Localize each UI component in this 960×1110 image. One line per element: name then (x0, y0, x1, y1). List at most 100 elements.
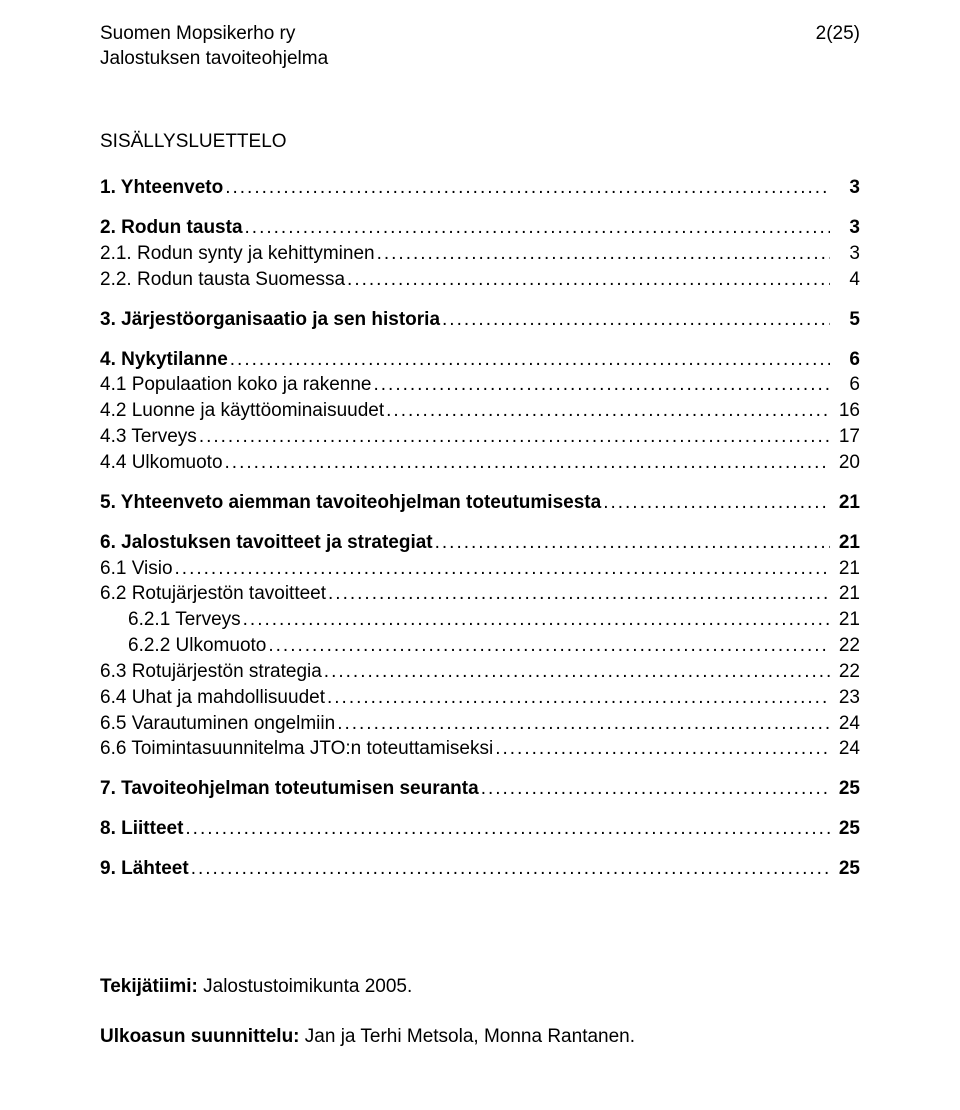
toc-page: 25 (832, 858, 860, 880)
toc-leader (435, 532, 830, 554)
header-subtitle: Jalostuksen tavoiteohjelma (100, 47, 328, 72)
toc-leader (347, 269, 830, 291)
document-page: Suomen Mopsikerho ry 2(25) Jalostuksen t… (0, 0, 960, 1110)
toc-label: 4. Nykytilanne (100, 349, 228, 371)
credits-design-value: Jan ja Terhi Metsola, Monna Rantanen. (300, 1026, 636, 1047)
credits-design: Ulkoasun suunnittelu: Jan ja Terhi Metso… (100, 1020, 860, 1054)
toc-label: 6.3 Rotujärjestön strategia (100, 661, 322, 683)
toc-page: 3 (832, 177, 860, 199)
toc-row: 5. Yhteenveto aiemman tavoiteohjelman to… (100, 492, 860, 514)
toc-label: 6.2.2 Ulkomuoto (128, 635, 266, 657)
toc-label: 1. Yhteenveto (100, 177, 223, 199)
toc-row: 2.2. Rodun tausta Suomessa 4 (100, 269, 860, 291)
toc-row: 4.2 Luonne ja käyttöominaisuudet 16 (100, 400, 860, 422)
toc-row: 7. Tavoiteohjelman toteutumisen seuranta… (100, 778, 860, 800)
toc-row: 8. Liitteet25 (100, 818, 860, 840)
toc-leader (191, 858, 830, 880)
toc-label: 2.1. Rodun synty ja kehittyminen (100, 243, 375, 265)
toc-label: 5. Yhteenveto aiemman tavoiteohjelman to… (100, 492, 601, 514)
toc-page: 21 (832, 583, 860, 605)
toc-leader (328, 583, 830, 605)
toc-page: 21 (832, 492, 860, 514)
toc-label: 4.4 Ulkomuoto (100, 452, 223, 474)
toc-leader (185, 818, 830, 840)
toc-page: 23 (832, 687, 860, 709)
toc-leader (225, 177, 830, 199)
toc-page: 21 (832, 532, 860, 554)
toc-label: 6.4 Uhat ja mahdollisuudet (100, 687, 325, 709)
toc-gap (100, 518, 860, 532)
toc-row: 6.6 Toimintasuunnitelma JTO:n toteuttami… (100, 738, 860, 760)
toc-page: 25 (832, 818, 860, 840)
toc-page: 6 (832, 374, 860, 396)
toc-row: 6.2.1 Terveys21 (100, 609, 860, 631)
toc-heading: SISÄLLYSLUETTELO (100, 131, 860, 153)
toc-leader (337, 713, 830, 735)
toc-leader (603, 492, 830, 514)
toc-leader (373, 374, 830, 396)
toc-page: 3 (832, 243, 860, 265)
toc-leader (377, 243, 830, 265)
toc-row: 6.2.2 Ulkomuoto22 (100, 635, 860, 657)
toc-row: 4. Nykytilanne 6 (100, 349, 860, 371)
toc-leader (442, 309, 830, 331)
toc-label: 6.2 Rotujärjestön tavoitteet (100, 583, 326, 605)
toc-row: 1. Yhteenveto 3 (100, 177, 860, 199)
toc-page: 22 (832, 661, 860, 683)
toc-label: 4.1 Populaation koko ja rakenne (100, 374, 371, 396)
toc-row: 2. Rodun tausta 3 (100, 217, 860, 239)
toc-leader (243, 609, 830, 631)
toc-row: 6.1 Visio21 (100, 558, 860, 580)
table-of-contents: 1. Yhteenveto32. Rodun tausta32.1. Rodun… (100, 177, 860, 879)
toc-row: 2.1. Rodun synty ja kehittyminen 3 (100, 243, 860, 265)
toc-page: 24 (832, 713, 860, 735)
toc-leader (327, 687, 830, 709)
credits-team: Tekijätiimi: Jalostustoimikunta 2005. (100, 970, 860, 1004)
toc-leader (386, 400, 830, 422)
toc-label: 3. Järjestöorganisaatio ja sen historia (100, 309, 440, 331)
toc-label: 6.1 Visio (100, 558, 173, 580)
toc-page: 6 (832, 349, 860, 371)
toc-gap (100, 295, 860, 309)
toc-label: 6.2.1 Terveys (128, 609, 241, 631)
toc-label: 2. Rodun tausta (100, 217, 243, 239)
toc-label: 6.5 Varautuminen ongelmiin (100, 713, 335, 735)
toc-gap (100, 335, 860, 349)
credits-team-label: Tekijätiimi: (100, 976, 198, 997)
toc-label: 4.3 Terveys (100, 426, 197, 448)
toc-leader (230, 349, 830, 371)
toc-page: 16 (832, 400, 860, 422)
toc-gap (100, 203, 860, 217)
toc-leader (268, 635, 830, 657)
toc-row: 4.4 Ulkomuoto 20 (100, 452, 860, 474)
toc-page: 17 (832, 426, 860, 448)
toc-page: 3 (832, 217, 860, 239)
toc-row: 4.1 Populaation koko ja rakenne 6 (100, 374, 860, 396)
toc-leader (175, 558, 830, 580)
toc-label: 2.2. Rodun tausta Suomessa (100, 269, 345, 291)
toc-page: 25 (832, 778, 860, 800)
toc-row: 6.5 Varautuminen ongelmiin 24 (100, 713, 860, 735)
toc-gap (100, 764, 860, 778)
toc-leader (245, 217, 830, 239)
toc-page: 24 (832, 738, 860, 760)
toc-row: 6. Jalostuksen tavoitteet ja strategiat 2… (100, 532, 860, 554)
toc-row: 9. Lähteet25 (100, 858, 860, 880)
toc-row: 6.3 Rotujärjestön strategia 22 (100, 661, 860, 683)
toc-label: 6.6 Toimintasuunnitelma JTO:n toteuttami… (100, 738, 493, 760)
credits-block: Tekijätiimi: Jalostustoimikunta 2005. Ul… (100, 970, 860, 1054)
toc-label: 4.2 Luonne ja käyttöominaisuudet (100, 400, 384, 422)
toc-gap (100, 478, 860, 492)
toc-page: 20 (832, 452, 860, 474)
toc-leader (199, 426, 830, 448)
toc-gap (100, 844, 860, 858)
toc-page: 5 (832, 309, 860, 331)
toc-page: 4 (832, 269, 860, 291)
toc-gap (100, 804, 860, 818)
header-org: Suomen Mopsikerho ry (100, 22, 295, 47)
toc-row: 4.3 Terveys 17 (100, 426, 860, 448)
credits-team-value: Jalostustoimikunta 2005. (198, 976, 412, 997)
toc-row: 3. Järjestöorganisaatio ja sen historia 5 (100, 309, 860, 331)
toc-label: 6. Jalostuksen tavoitteet ja strategiat (100, 532, 433, 554)
toc-leader (225, 452, 830, 474)
